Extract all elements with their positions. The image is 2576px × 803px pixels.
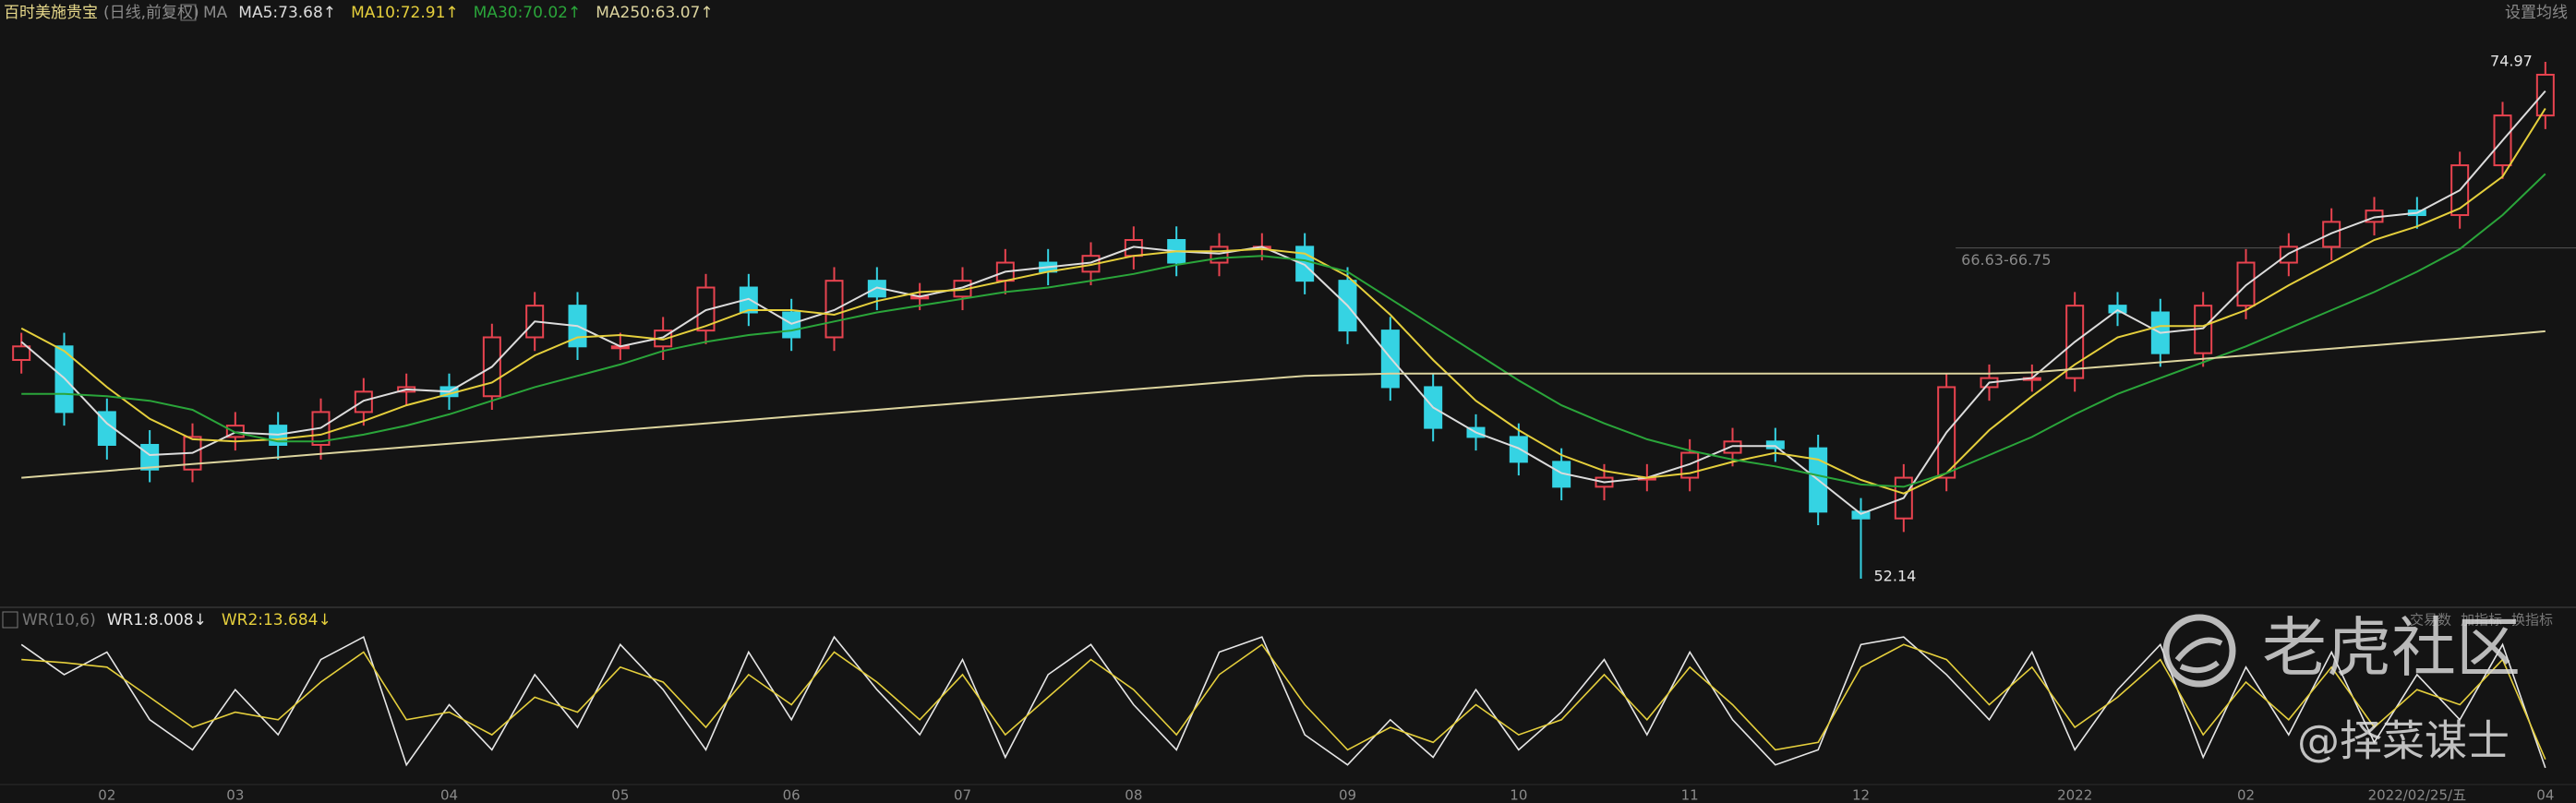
x-tick-label: 09 — [1339, 787, 1356, 803]
series-line — [21, 173, 2546, 488]
candle-body — [1851, 510, 1871, 520]
candle-body — [1210, 246, 1229, 264]
indicator-button[interactable]: 交易数 — [2410, 612, 2451, 629]
candle-body — [2322, 221, 2341, 248]
candle-body — [739, 286, 758, 314]
candle-body — [782, 311, 801, 339]
candle-body — [1723, 440, 1742, 454]
legend-entry: MA10:72.91↑ — [351, 4, 459, 22]
x-tick-label: 03 — [226, 787, 244, 803]
legend-entry: WR2:13.684↓ — [222, 611, 331, 629]
series-line — [21, 330, 2546, 479]
candle-body — [140, 443, 160, 471]
x-tick-label: 08 — [1125, 787, 1142, 803]
series-line — [20, 107, 2546, 495]
x-tick-label: 02 — [2237, 787, 2255, 803]
help-icon[interactable] — [2, 611, 18, 629]
chart-title: 百时美施贵宝 — [4, 4, 98, 22]
candle-body — [2535, 73, 2555, 117]
candle-body — [1765, 440, 1785, 449]
x-tick-label: 02 — [98, 787, 115, 803]
candle-body — [354, 390, 373, 413]
candle-body — [825, 280, 844, 339]
x-tick-label: 04 — [2536, 787, 2554, 803]
watermark: 老虎社区 @择菜谋士 — [2162, 610, 2521, 766]
series-line — [20, 90, 2546, 515]
candle-body — [12, 345, 31, 362]
legend-entry: MA250:63.07↑ — [596, 4, 713, 22]
range-label: 66.63-66.75 — [1961, 251, 2051, 269]
settings-button[interactable]: 设置均线 — [2505, 4, 2568, 22]
candle-body — [2236, 261, 2256, 307]
indicator-name: MA — [203, 4, 228, 22]
x-tick-label: 2022 — [2057, 787, 2092, 803]
x-tick-label: 2022/02/25/五 — [2368, 787, 2467, 803]
candle-body — [696, 286, 716, 332]
legend-entry: MA5:73.68↑ — [238, 4, 336, 22]
indicator-button[interactable]: 换指标 — [2511, 612, 2553, 629]
x-tick-label: 10 — [1510, 787, 1527, 803]
watermark-brand: 老虎社区 — [2262, 610, 2521, 686]
x-tick-label: 04 — [440, 787, 458, 803]
indicator-name: WR(10,6) — [22, 611, 96, 629]
x-tick-label: 12 — [1852, 787, 1870, 803]
legend-entry: MA30:70.02↑ — [474, 4, 582, 22]
x-tick-label: 07 — [954, 787, 971, 803]
legend-entry: WR1:8.008↓ — [107, 611, 207, 629]
series-line — [20, 635, 2546, 769]
watermark-author: @择菜谋士 — [2297, 716, 2510, 766]
x-tick-label: 05 — [611, 787, 629, 803]
watermark-logo-mark — [2174, 637, 2223, 674]
x-tick-label: 06 — [783, 787, 800, 803]
candle-body — [2108, 305, 2127, 314]
high-label: 74.97 — [2490, 52, 2533, 69]
watermark-logo — [2162, 614, 2236, 688]
indicator-button[interactable]: 加指标 — [2461, 612, 2502, 629]
low-label: 52.14 — [1874, 567, 1917, 584]
x-tick-label: 11 — [1681, 787, 1699, 803]
candle-body — [1295, 246, 1315, 282]
candle-body — [1509, 436, 1528, 463]
candle-body — [2279, 246, 2298, 264]
help-icon[interactable] — [180, 4, 197, 21]
chart-subtitle: (日线,前复权) — [103, 4, 199, 22]
series-line — [21, 643, 2546, 761]
